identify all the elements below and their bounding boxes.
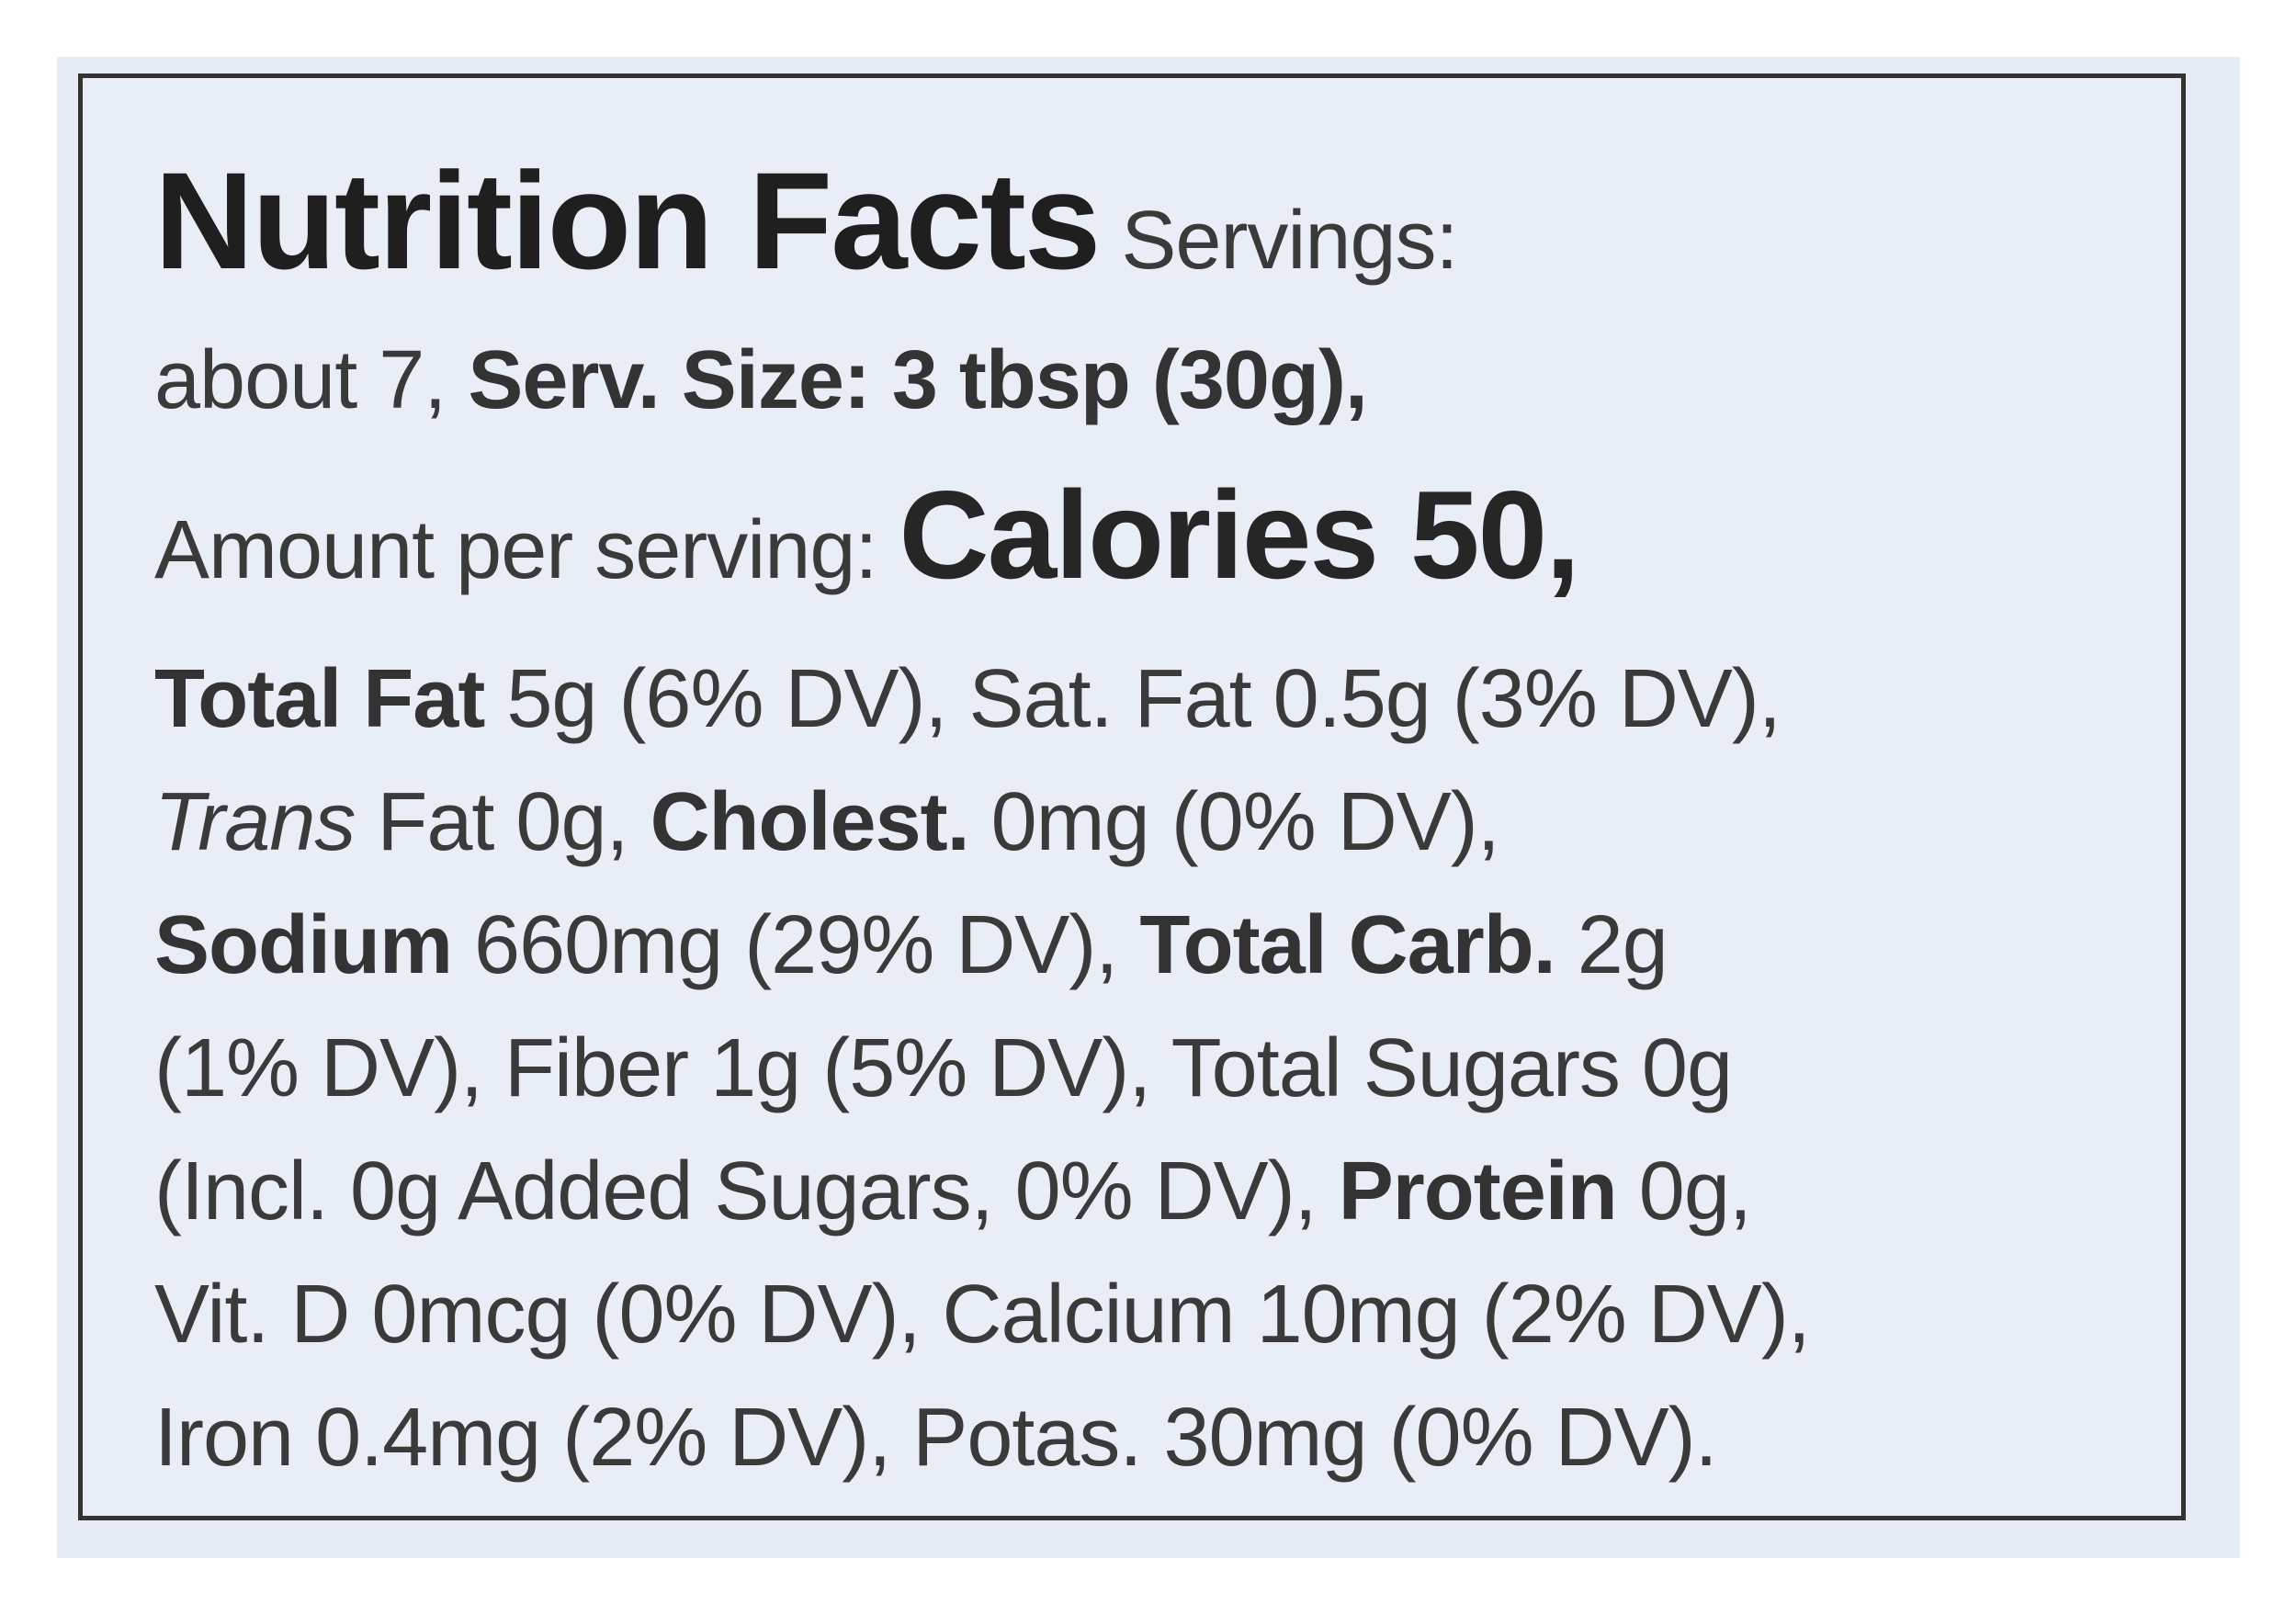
nutrition-text-block: Nutrition Facts Servings: about 7, Serv.…	[154, 142, 2176, 1499]
trans-value: Fat 0g,	[377, 776, 628, 868]
fiber-sugars-line: (1% DV), Fiber 1g (5% DV), Total Sugars …	[154, 1022, 1733, 1114]
nutrition-facts-panel: Nutrition Facts Servings: about 7, Serv.…	[78, 73, 2186, 1520]
total-carb-label: Total Carb.	[1139, 899, 1555, 991]
servings-value: about 7,	[154, 334, 447, 426]
serving-size-line: about 7, Serv. Size: 3 tbsp (30g),	[154, 319, 2176, 442]
title-line: Nutrition Facts Servings:	[154, 142, 2176, 319]
protein-value: 0g,	[1638, 1146, 1752, 1237]
added-sugars-protein-line: (Incl. 0g Added Sugars, 0% DV), Protein …	[154, 1130, 2176, 1253]
serving-size: Serv. Size: 3 tbsp (30g),	[468, 334, 1368, 426]
cholest-label: Cholest.	[650, 776, 970, 868]
trans-cholest-line: Trans Fat 0g, Cholest. 0mg (0% DV),	[154, 761, 2176, 884]
total-fat-label: Total Fat	[154, 653, 485, 745]
nutrition-facts-title: Nutrition Facts	[154, 143, 1101, 298]
cholest-value: 0mg (0% DV),	[990, 776, 1500, 868]
total-fat-value: 5g (6% DV), Sat. Fat 0.5g (3% DV),	[506, 653, 1781, 745]
calories: Calories 50,	[899, 465, 1580, 604]
sodium-value: 660mg (29% DV),	[474, 899, 1118, 991]
sodium-label: Sodium	[154, 899, 453, 991]
sodium-carb-line: Sodium 660mg (29% DV), Total Carb. 2g	[154, 884, 2176, 1007]
fat-line: Total Fat 5g (6% DV), Sat. Fat 0.5g (3% …	[154, 638, 2176, 761]
servings-label: Servings:	[1121, 195, 1458, 287]
trans-label: Trans	[154, 776, 356, 868]
added-sugars: (Incl. 0g Added Sugars, 0% DV),	[154, 1146, 1318, 1237]
calories-line: Amount per serving: Calories 50,	[154, 447, 2176, 638]
iron-potassium-line: Iron 0.4mg (2% DV), Potas. 30mg (0% DV).	[154, 1392, 1718, 1484]
total-carb-value: 2g	[1577, 899, 1668, 991]
protein-label: Protein	[1338, 1146, 1618, 1237]
vitd-calcium-line: Vit. D 0mcg (0% DV), Calcium 10mg (2% DV…	[154, 1269, 1811, 1361]
amount-per-serving: Amount per serving:	[154, 504, 877, 596]
